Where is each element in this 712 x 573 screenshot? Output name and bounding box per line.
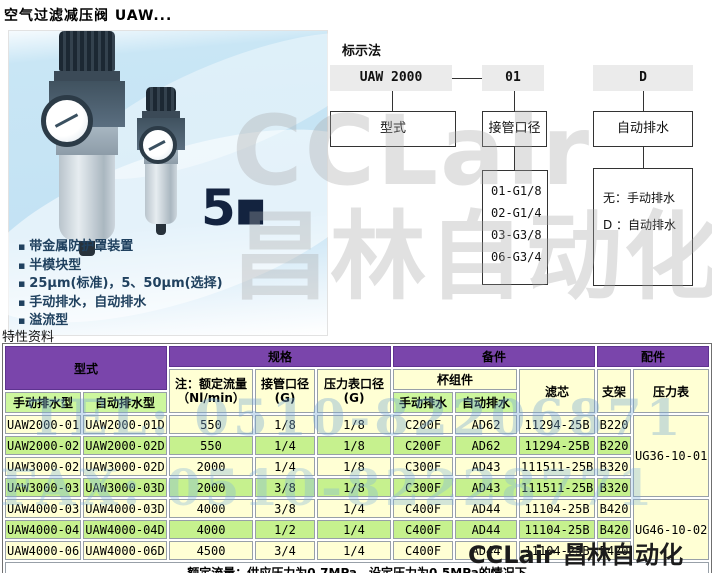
label-box-type: 型式	[330, 111, 456, 147]
col-header-manual-drain: 手动排水	[393, 392, 454, 413]
model-notation-diagram: 标示法 UAW 2000 01 D 型式 接管口径 自动排水 01-G1/8 0…	[328, 40, 712, 340]
connector-line	[643, 91, 644, 111]
code-box-port: 01	[482, 65, 544, 91]
table-subheader-row2: 手动排水型 自动排水型 手动排水 自动排水	[5, 392, 709, 413]
regulator-body	[41, 81, 125, 147]
col-header-filter: 滤芯	[519, 369, 596, 413]
drain-option: 无：手动排水	[603, 191, 676, 205]
five-micron-badge: 5▪	[201, 179, 268, 237]
table-row: UAW4000-03 UAW4000-03D 4000 3/8 1/4 C400F A…	[5, 499, 710, 560]
col-header-gauge: 压力表	[633, 369, 710, 413]
regulator-collar	[142, 111, 180, 118]
feature-item: 半模块型	[18, 257, 223, 276]
drain-fitting	[156, 224, 166, 235]
pressure-gauge-icon	[41, 95, 93, 147]
filter-bowl	[145, 164, 177, 224]
spec-section-title: 特性资料	[2, 330, 55, 345]
connector-line	[643, 147, 644, 168]
table-group-header-row: 型式 规格 备件 配件	[5, 346, 710, 390]
connector-line	[392, 91, 393, 111]
company-logo: CCLair 昌林自动化	[468, 541, 684, 569]
group-header-spec: 规格	[169, 346, 392, 367]
col-header-gauge-port: 压力表口径 (G)	[317, 369, 392, 413]
port-options-box: 01-G1/8 02-G1/4 03-G3/8 06-G3/4	[482, 170, 548, 285]
feature-item: 手动排水，自动排水	[18, 294, 223, 313]
col-header-port: 接管口径 (G)	[255, 369, 316, 413]
feature-item: 25μm(标准)，5、50μm(选择)	[18, 275, 222, 294]
label-box-port-size: 接管口径	[482, 111, 547, 147]
col-header-auto-type: 自动排水型	[83, 392, 168, 413]
notation-title: 标示法	[342, 44, 382, 59]
col-header-cup: 杯组件	[393, 369, 518, 390]
drain-option: D ：自动排水	[603, 218, 677, 232]
table-row: UAW3000-02 UAW3000-02D 2000 1/4 1/8 C300F A…	[5, 457, 709, 476]
feature-item: 溢流型	[18, 312, 223, 331]
port-option: 03-G3/8	[491, 228, 542, 242]
connector-line	[514, 91, 515, 111]
regulator-knob	[59, 31, 115, 71]
page-title: 空气过滤减压阀 UAW...	[4, 8, 173, 24]
col-header-bracket: 支架	[597, 369, 632, 413]
gauge-model-cell: UG46-10-02	[633, 499, 710, 560]
gauge-model-cell: UG36-10-01	[633, 415, 710, 497]
regulator-knob	[146, 87, 176, 111]
feature-list: 带金属防护罩装置 半模块型 25μm(标准)，5、50μm(选择) 手动排水，自…	[18, 238, 223, 331]
table-row: UAW4000-04 UAW4000-04D 4000 1/2 1/4 C400F A…	[5, 520, 709, 539]
regulator-body	[137, 118, 185, 164]
port-option: 06-G3/4	[491, 250, 542, 264]
table-subheader-row: 注：额定流量 （Nl/min） 接管口径 (G) 压力表口径 (G) 杯组件 滤…	[5, 369, 710, 413]
footnote: 额定流量：供应压力为0.7MPa，设定压力为0.5MPa的情况下	[5, 562, 710, 573]
table-footnote-row: 额定流量：供应压力为0.7MPa，设定压力为0.5MPa的情况下	[5, 562, 710, 573]
port-option: 01-G1/8	[491, 184, 542, 198]
filter-regulator-large-image	[41, 31, 127, 256]
filter-regulator-small-image	[135, 87, 187, 235]
feature-item: 带金属防护罩装置	[18, 238, 223, 257]
group-header-spare: 备件	[393, 346, 596, 367]
connector-line	[452, 78, 482, 79]
code-box-series: UAW 2000	[330, 65, 452, 91]
table-row: UAW2000-01 UAW2000-01D 550 1/8 1/8 C200F AD…	[5, 415, 710, 497]
spec-table: 型式 规格 备件 配件 注：额定流量 （Nl/min） 接管口径 (G) 压力表…	[2, 343, 712, 573]
pressure-gauge-icon	[139, 126, 177, 164]
table-row: UAW3000-03 UAW3000-03D 2000 3/8 1/8 C300F A…	[5, 478, 709, 497]
drain-options-box: 无：手动排水 D ：自动排水	[593, 168, 693, 286]
table-row: UAW2000-02 UAW2000-02D 550 1/4 1/8 C200F AD…	[5, 436, 709, 455]
port-option: 02-G1/4	[491, 206, 542, 220]
group-header-type: 型式	[5, 346, 168, 390]
col-header-auto-drain: 自动排水	[455, 392, 518, 413]
code-box-drain: D	[593, 65, 693, 91]
col-header-manual-type: 手动排水型	[5, 392, 81, 413]
group-header-accessory: 配件	[597, 346, 710, 367]
table-row: UAW4000-06 UAW4000-06D 4500 3/4 1/4 C400F A…	[5, 541, 709, 560]
regulator-collar	[54, 71, 120, 81]
connector-line	[514, 147, 515, 170]
label-box-auto-drain: 自动排水	[593, 111, 693, 147]
filter-bowl	[59, 155, 115, 241]
col-header-flow: 注：额定流量 （Nl/min）	[169, 369, 254, 413]
